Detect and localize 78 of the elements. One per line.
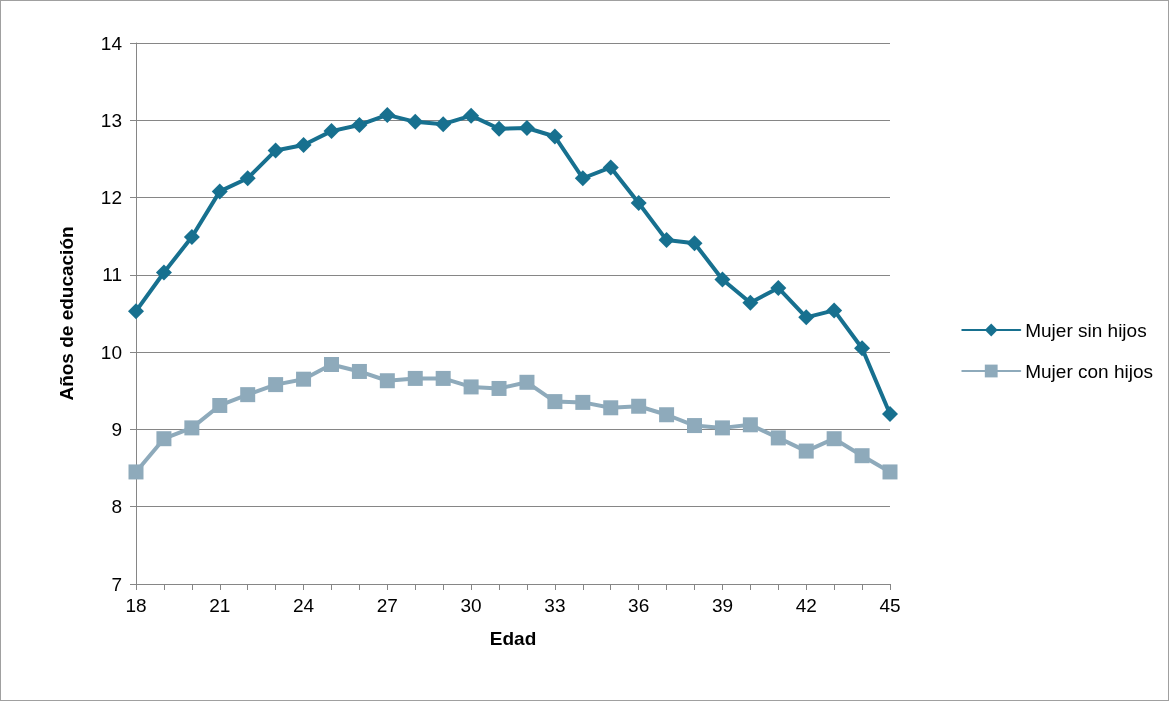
point xyxy=(714,420,730,436)
point xyxy=(854,340,871,357)
point xyxy=(463,107,480,124)
legend-label: Mujer sin hijos xyxy=(1025,319,1147,341)
point xyxy=(547,394,563,410)
point xyxy=(574,170,591,187)
y-tick-label: 12 xyxy=(100,187,122,209)
point xyxy=(267,142,284,159)
y-tick-label: 13 xyxy=(100,109,122,131)
point xyxy=(268,377,284,393)
point xyxy=(631,398,647,414)
x-tick-label: 45 xyxy=(879,595,901,616)
point xyxy=(463,379,479,395)
point xyxy=(546,128,563,145)
point xyxy=(128,464,144,480)
point xyxy=(826,431,842,447)
point xyxy=(351,363,367,379)
point xyxy=(882,464,898,480)
point xyxy=(770,430,786,446)
point xyxy=(128,303,144,320)
y-axis-title: Años de educación xyxy=(56,226,77,401)
point xyxy=(323,357,339,373)
x-tick-label: 21 xyxy=(209,595,231,616)
x-tick-label: 33 xyxy=(544,595,566,616)
y-tick-label: 10 xyxy=(100,341,122,363)
x-axis-title: Edad xyxy=(489,628,537,649)
point xyxy=(630,194,647,211)
point xyxy=(296,371,312,387)
point xyxy=(798,443,814,459)
point xyxy=(714,271,731,288)
point xyxy=(798,309,815,326)
point xyxy=(519,374,535,390)
point xyxy=(435,370,451,386)
x-tick-label: 27 xyxy=(376,595,398,616)
point xyxy=(658,232,675,249)
x-tick-label: 24 xyxy=(292,595,315,616)
point xyxy=(211,183,228,200)
point xyxy=(212,397,228,413)
point xyxy=(742,294,759,311)
x-tick-label: 18 xyxy=(125,595,147,616)
point xyxy=(770,280,787,296)
point xyxy=(407,113,424,130)
point xyxy=(407,370,423,386)
point xyxy=(518,120,535,137)
x-tick-label: 30 xyxy=(460,595,482,616)
point xyxy=(155,264,172,281)
point xyxy=(826,302,843,319)
point xyxy=(882,405,898,422)
y-tick-label: 9 xyxy=(111,418,122,440)
x-tick-label: 39 xyxy=(711,595,734,616)
x-tick-label: 42 xyxy=(795,595,817,616)
point xyxy=(687,418,703,434)
point xyxy=(659,407,675,423)
point xyxy=(686,235,703,252)
y-tick-label: 8 xyxy=(111,496,122,518)
y-tick-label: 7 xyxy=(111,573,122,595)
point xyxy=(491,380,507,396)
point xyxy=(575,394,591,410)
point xyxy=(491,120,508,137)
point xyxy=(435,116,452,133)
point xyxy=(323,123,340,140)
y-tick-label: 14 xyxy=(100,32,123,54)
point xyxy=(351,116,368,133)
point xyxy=(183,228,200,245)
point xyxy=(379,373,395,389)
point xyxy=(239,170,256,187)
point xyxy=(295,137,312,154)
y-tick-label: 11 xyxy=(102,264,122,286)
point xyxy=(742,417,758,433)
legend-label: Mujer con hijos xyxy=(1025,360,1153,382)
x-tick-label: 36 xyxy=(628,595,650,616)
point xyxy=(602,159,619,176)
point xyxy=(240,387,256,403)
point xyxy=(156,431,172,447)
point xyxy=(603,400,619,416)
point xyxy=(184,420,200,436)
point xyxy=(854,448,870,464)
point xyxy=(379,106,396,123)
